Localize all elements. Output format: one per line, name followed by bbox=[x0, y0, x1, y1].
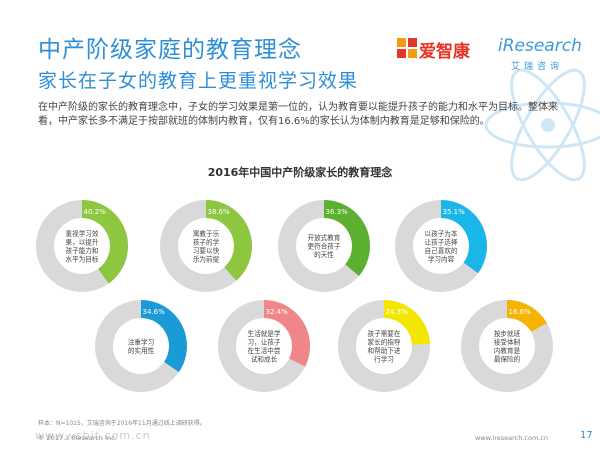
chart-title: 2016年中国中产阶级家长的教育理念 bbox=[207, 166, 393, 179]
donut-value-arc bbox=[384, 300, 430, 345]
iresearch-logo-cn: 艾瑞咨询 bbox=[511, 62, 564, 72]
donut-value-arc bbox=[82, 200, 128, 284]
donut-value-label: 40.2% bbox=[84, 208, 107, 216]
description-text: 在中产阶级的家长的教育理念中，子女的学习效果是第一位的，认为教育要以能提升孩子的… bbox=[38, 102, 558, 127]
page-number: 17 bbox=[580, 430, 593, 441]
donut-center-label: 习，让孩子 bbox=[248, 337, 281, 346]
donut-center-label: 孩子能力和 bbox=[66, 246, 99, 255]
donut-value-label: 38.6% bbox=[208, 208, 231, 216]
donut-center-label: 和帮助下进 bbox=[368, 346, 401, 355]
donut-value-label: 32.4% bbox=[266, 308, 289, 316]
donut-center-label: 的天性 bbox=[314, 250, 334, 259]
donut-value-label: 35.1% bbox=[443, 208, 466, 216]
donut-center-label: 试和成长 bbox=[251, 354, 278, 363]
donut-center-label: 行学习 bbox=[374, 354, 394, 363]
donut-center-label: 接受体制 bbox=[494, 337, 521, 346]
donut-center-label: 果，以提升 bbox=[66, 237, 99, 246]
copyright: © 2017.3 iResearch Inc. bbox=[38, 434, 117, 442]
donut-center-label: 在生活中尝 bbox=[248, 346, 281, 355]
brand-logo-text: 爱智康 bbox=[419, 42, 470, 62]
donut-center-label: 按步就班 bbox=[494, 329, 521, 338]
watermark: www.vsbit.com.cn bbox=[35, 429, 151, 442]
donut-center-label: 习要以快 bbox=[193, 246, 220, 255]
donut-center-label: 让孩子选择 bbox=[425, 237, 458, 246]
donut-hole bbox=[413, 218, 469, 274]
donut-hole bbox=[178, 218, 234, 274]
website-link: www.iresearch.com.cn bbox=[475, 434, 549, 442]
donut-center-label: 学习内容 bbox=[428, 254, 455, 263]
donut-center-label: 寓教于乐 bbox=[193, 229, 220, 238]
donut-center-label: 家长的指导 bbox=[368, 337, 401, 346]
page-title: 中产阶级家庭的教育理念 bbox=[38, 37, 302, 63]
atom-decoration-icon bbox=[484, 68, 600, 182]
footnote: 样本：N=1015，艾瑞咨询于2016年11月通过线上调研获得。 bbox=[38, 420, 206, 427]
donut-center-label: 乐为前提 bbox=[193, 254, 220, 263]
donut-value-arc bbox=[141, 300, 187, 373]
donut-center-label: 的实用性 bbox=[128, 346, 155, 355]
donut-hole bbox=[113, 318, 169, 374]
donut-hole bbox=[236, 318, 292, 374]
donut-center-label: 水平为目标 bbox=[66, 254, 99, 263]
donut-value-label: 24.3% bbox=[386, 308, 409, 316]
donut-value-arc bbox=[324, 200, 370, 276]
donut-value-label: 34.6% bbox=[143, 308, 166, 316]
donut-value-arc bbox=[264, 300, 310, 367]
donut-hole bbox=[296, 218, 352, 274]
donut-center-label: 重视学习效 bbox=[66, 229, 99, 238]
donut-center-label: 内教育是 bbox=[494, 346, 521, 355]
donut-center-label: 以孩子为本 bbox=[425, 229, 458, 238]
donut-center-label: 孩子需要在 bbox=[368, 329, 401, 338]
donut-center-label: 孩子的学 bbox=[193, 237, 220, 246]
donut-value-arc bbox=[507, 300, 547, 332]
donut-center-label: 开放式教育 bbox=[308, 233, 341, 242]
donut-value-arc bbox=[206, 200, 253, 281]
donut-hole bbox=[54, 218, 110, 274]
brand-logo-icon bbox=[397, 38, 417, 58]
donut-value-arc bbox=[441, 200, 488, 274]
donut-center-label: 注重学习 bbox=[128, 337, 154, 346]
donut-value-label: 36.3% bbox=[326, 208, 349, 216]
page-subtitle: 家长在子女的教育上更重视学习效果 bbox=[38, 70, 359, 92]
donut-center-label: 最保险的 bbox=[494, 354, 521, 363]
iresearch-logo: iResearch bbox=[498, 36, 582, 56]
donut-value-label: 16.6% bbox=[509, 308, 532, 316]
logo-area: 爱智康 iResearch 艾瑞咨询 bbox=[397, 36, 582, 78]
donut-center-label: 更符合孩子 bbox=[308, 242, 341, 251]
donut-hole bbox=[356, 318, 412, 374]
donut-hole bbox=[479, 318, 535, 374]
donut-center-label: 生活就是学 bbox=[248, 329, 281, 338]
donut-center-label: 自己喜欢的 bbox=[425, 246, 458, 255]
